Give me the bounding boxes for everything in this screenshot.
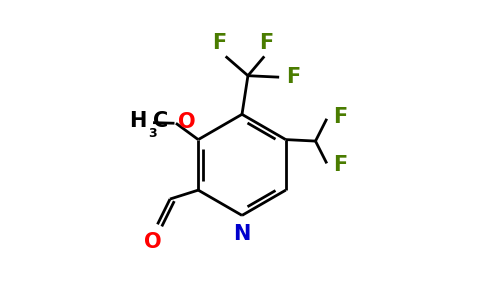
Text: C: C (153, 111, 168, 131)
Text: F: F (258, 33, 273, 53)
Text: F: F (212, 33, 227, 53)
Text: 3: 3 (148, 127, 156, 140)
Text: F: F (287, 67, 301, 87)
Text: O: O (144, 232, 162, 252)
Text: N: N (233, 224, 251, 244)
Text: F: F (333, 155, 348, 175)
Text: F: F (333, 107, 348, 127)
Text: O: O (178, 112, 196, 132)
Text: H: H (129, 111, 146, 131)
